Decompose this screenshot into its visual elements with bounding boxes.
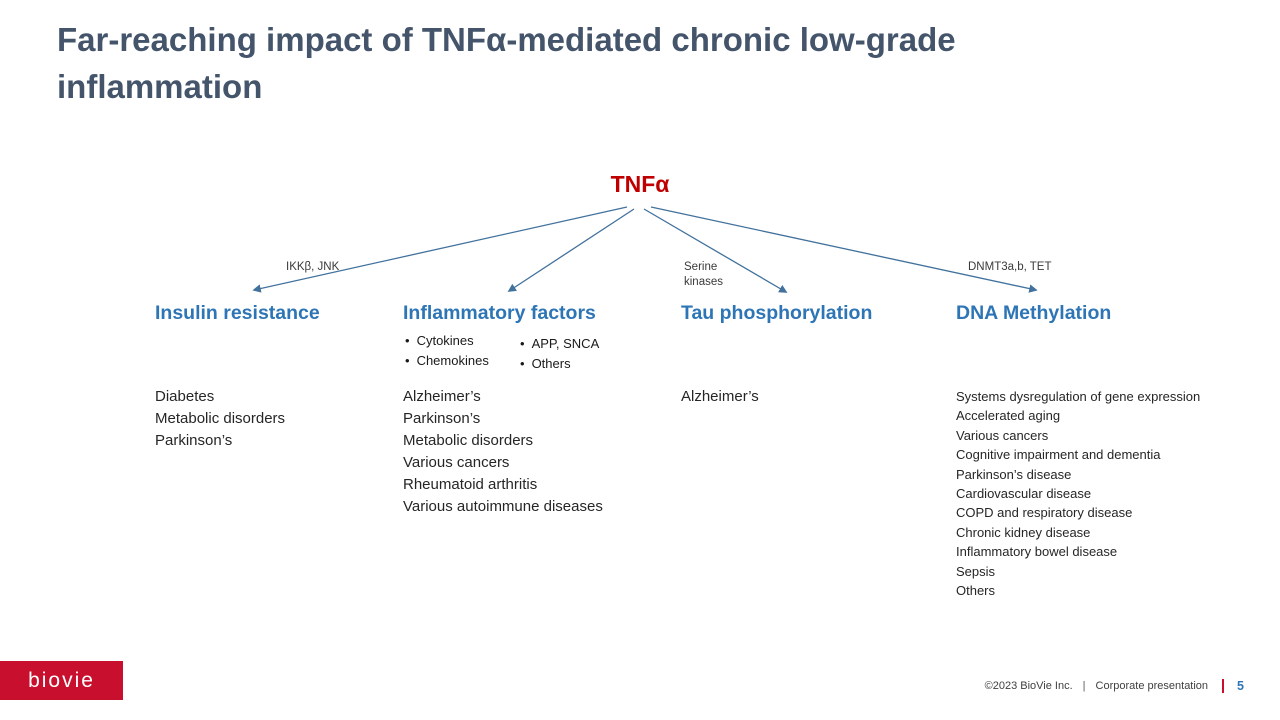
disease-item: COPD and respiratory disease (956, 505, 1133, 521)
disease-list: Systems dysregulation of gene expression… (956, 387, 1200, 600)
disease-item: Cognitive impairment and dementia (956, 447, 1161, 463)
disease-list: Alzheimer’s Parkinson’s Metabolic disord… (403, 386, 603, 518)
disease-item: Chronic kidney disease (956, 524, 1091, 540)
disease-item: Alzheimer’s (681, 388, 759, 405)
arrow-to-inflammatory-factors (507, 208, 635, 292)
footer-red-separator (1222, 679, 1225, 693)
footer: ©2023 BioVie Inc. | Corporate presentati… (985, 679, 1244, 693)
slide-title: Far-reaching impact of TNFα-mediated chr… (57, 21, 956, 105)
page-number: 5 (1237, 679, 1244, 693)
disease-item: Metabolic disorders (403, 432, 534, 449)
disease-item: Parkinson’s (155, 432, 233, 449)
branch-tau-phosphorylation: Tau phosphorylation Alzheimer’s (681, 302, 939, 632)
mediator-item: Others (520, 354, 599, 374)
disease-item: Various cancers (403, 454, 510, 471)
branch-inflammatory-factors: Inflammatory factors Cytokines Chemokine… (403, 302, 671, 632)
tnfa-root-node: TNFα (610, 171, 670, 197)
presentation-label: Corporate presentation (1095, 680, 1209, 692)
disease-item: Various autoimmune diseases (403, 498, 603, 515)
footer-divider: | (1082, 680, 1086, 692)
edge-label-dnmt3ab-tet: DNMT3a,b, TET (968, 261, 1052, 273)
disease-item: Rheumatoid arthritis (403, 476, 538, 493)
edge-label-ikkb-jnk: IKKβ, JNK (286, 261, 340, 273)
disease-item: Cardiovascular disease (956, 486, 1092, 502)
disease-item: Parkinson’s (403, 410, 481, 427)
disease-item: Parkinson’s disease (956, 466, 1072, 482)
edge-label-serine-kinases: Serine kinases (684, 261, 723, 288)
disease-item: Systems dysregulation of gene expression (956, 389, 1201, 404)
arrow-to-insulin-resistance (252, 206, 628, 293)
mediator-item: Cytokines (405, 331, 520, 351)
disease-item: Diabetes (155, 388, 215, 405)
mediator-bullets: Cytokines Chemokines APP, SNCA Others (405, 331, 600, 374)
biovie-logo: biovie (0, 661, 123, 700)
mediator-item: Chemokines (405, 351, 520, 371)
disease-item: Sepsis (956, 563, 996, 579)
disease-item: Accelerated aging (956, 408, 1061, 424)
branch-heading-insulin-resistance: Insulin resistance (155, 302, 320, 324)
copyright-text: ©2023 BioVie Inc. (984, 680, 1073, 692)
disease-item: Various cancers (956, 427, 1049, 443)
disease-list: Alzheimer’s (681, 386, 759, 408)
biovie-logo-text: biovie (28, 668, 95, 692)
branch-heading-dna-methylation: DNA Methylation (956, 302, 1112, 324)
branch-heading-tau-phosphorylation: Tau phosphorylation (681, 302, 873, 324)
mediator-item: APP, SNCA (520, 334, 600, 354)
branch-heading-inflammatory-factors: Inflammatory factors (403, 302, 596, 324)
mediator-column-1: Cytokines Chemokines (405, 331, 520, 374)
disease-item: Others (956, 583, 996, 599)
mediator-column-2: APP, SNCA Others (520, 334, 600, 374)
disease-item: Alzheimer’s (403, 388, 481, 405)
disease-item: Metabolic disorders (155, 410, 286, 427)
disease-list: Diabetes Metabolic disorders Parkinson’s (155, 386, 285, 452)
disease-item: Inflammatory bowel disease (956, 544, 1118, 560)
branch-dna-methylation: DNA Methylation Systems dysregulation of… (956, 302, 1256, 632)
branch-insulin-resistance: Insulin resistance Diabetes Metabolic di… (155, 302, 393, 632)
